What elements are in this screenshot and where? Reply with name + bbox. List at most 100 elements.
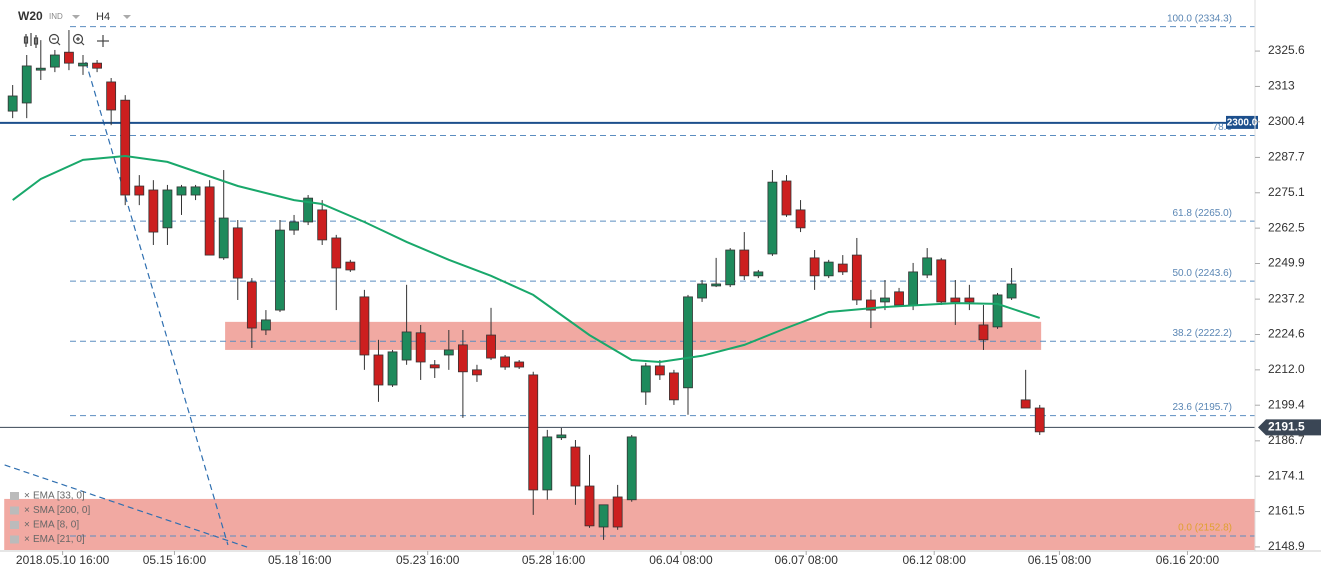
candle-body xyxy=(837,263,848,273)
candle-body xyxy=(851,254,862,301)
lines xyxy=(0,26,1255,549)
candle-body xyxy=(880,297,890,303)
candle-body xyxy=(373,354,384,386)
candle-body xyxy=(232,227,243,279)
y-tick-label: 2249.9 xyxy=(1268,256,1305,270)
legend-entry: EMA [21, 0] xyxy=(33,534,85,545)
candle-body xyxy=(148,189,159,233)
trendline xyxy=(4,464,250,549)
y-tick-label: 2148.9 xyxy=(1268,539,1305,553)
candle-body xyxy=(950,297,961,303)
level-label-box xyxy=(1226,115,1258,129)
x-tick-label: 05.23 16:00 xyxy=(396,553,460,567)
candle-body xyxy=(936,259,947,303)
candle-body xyxy=(866,299,876,311)
candle-body xyxy=(753,271,764,277)
zones xyxy=(4,321,1256,550)
legend-entry: EMA [8, 0] xyxy=(33,520,79,531)
fib-label: 100.0 (2334.3) xyxy=(1167,13,1232,24)
candle-body xyxy=(922,257,933,276)
y-tick-label: 2325.6 xyxy=(1268,43,1305,57)
candle-body xyxy=(331,237,342,269)
candle-body xyxy=(654,365,665,376)
candle-body xyxy=(387,351,398,386)
candle-body xyxy=(64,51,74,64)
candle-body xyxy=(1006,283,1017,299)
zoom-out[interactable] xyxy=(48,33,61,46)
y-tick-label: 2237.2 xyxy=(1268,291,1305,305)
y-tick-label: 2300.4 xyxy=(1268,114,1305,128)
instrument-kind: IND xyxy=(49,12,63,21)
legend-close[interactable]: × xyxy=(24,505,30,516)
candle-body xyxy=(401,331,412,361)
candle-body xyxy=(472,369,482,376)
candle-body xyxy=(500,356,510,368)
x-tick-label: 06.15 08:00 xyxy=(1028,553,1092,567)
candle-body xyxy=(992,294,1003,328)
y-tick-label: 2262.5 xyxy=(1268,220,1305,234)
candle-body xyxy=(570,446,581,487)
candle-body xyxy=(120,99,131,196)
candle-body xyxy=(542,436,553,491)
candle-body xyxy=(303,197,314,223)
x-tick-label: 05.28 16:00 xyxy=(522,553,586,567)
fib-label: 0.0 (2152.8) xyxy=(1178,523,1232,534)
candle-body xyxy=(218,217,229,259)
y-tick-label: 2313 xyxy=(1268,79,1295,93)
candle-body xyxy=(289,221,299,231)
candle-body xyxy=(725,249,736,286)
fib-label: 23.6 (2195.7) xyxy=(1173,402,1233,413)
candle-body xyxy=(415,332,426,363)
y-tick-label: 2212.0 xyxy=(1268,362,1305,376)
legend-close[interactable]: × xyxy=(24,491,30,502)
candle-body xyxy=(711,283,722,287)
candle-body xyxy=(317,209,328,241)
last-price-label: 2191.5 xyxy=(1268,420,1305,434)
legend-close[interactable]: × xyxy=(24,534,30,545)
candle-body xyxy=(514,361,525,368)
candle-body xyxy=(767,181,778,255)
candle-tool[interactable] xyxy=(23,33,39,48)
zoom-in[interactable] xyxy=(72,33,85,46)
level-label: 2300.0 xyxy=(1227,118,1258,129)
candle-body xyxy=(457,344,468,373)
last-price-box xyxy=(1258,419,1321,436)
candle-body xyxy=(739,249,750,277)
dropdown-arrow[interactable] xyxy=(123,15,131,19)
candle-body xyxy=(78,62,88,67)
symbol[interactable]: W20 xyxy=(18,9,43,23)
candle-body xyxy=(92,62,102,69)
candle-body xyxy=(528,374,539,491)
legend-close[interactable]: × xyxy=(24,520,30,531)
legend-entry: SMA [200, 0] xyxy=(33,505,90,516)
candle-body xyxy=(964,297,975,303)
candles xyxy=(7,30,1045,540)
y-tick-label: 2199.4 xyxy=(1268,397,1305,411)
x-tick-label: 06.04 08:00 xyxy=(649,553,713,567)
dropdown-arrow[interactable] xyxy=(72,15,80,19)
y-tick-label: 2275.1 xyxy=(1268,185,1305,199)
candle-body xyxy=(894,291,904,306)
pan-tool[interactable] xyxy=(97,35,109,47)
candle-body xyxy=(978,324,989,341)
candle-body xyxy=(612,496,623,528)
overlays: 100.0 (2334.3) 78.6 61.8 (2265.0) 50.0 (224… xyxy=(1167,13,1258,534)
candle-body xyxy=(359,296,370,356)
y-tick-label: 2174.1 xyxy=(1268,468,1305,482)
candle-body xyxy=(275,229,285,311)
fib-label: 38.2 (2222.2) xyxy=(1173,328,1233,339)
y-tick-label: 2161.5 xyxy=(1268,504,1305,518)
candle-body xyxy=(584,485,595,527)
candle-body xyxy=(190,186,201,196)
interval[interactable]: H4 xyxy=(96,11,110,23)
candle-body xyxy=(626,436,637,501)
x-tick-label: 05.18 16:00 xyxy=(268,553,332,567)
legend-icon xyxy=(10,535,19,544)
fib-label: 61.8 (2265.0) xyxy=(1173,208,1233,219)
candle-body xyxy=(7,95,18,112)
x-tick-label: 2018.05.10 16:00 xyxy=(16,553,110,567)
legend-icon xyxy=(10,506,19,515)
toolbar xyxy=(23,33,109,48)
